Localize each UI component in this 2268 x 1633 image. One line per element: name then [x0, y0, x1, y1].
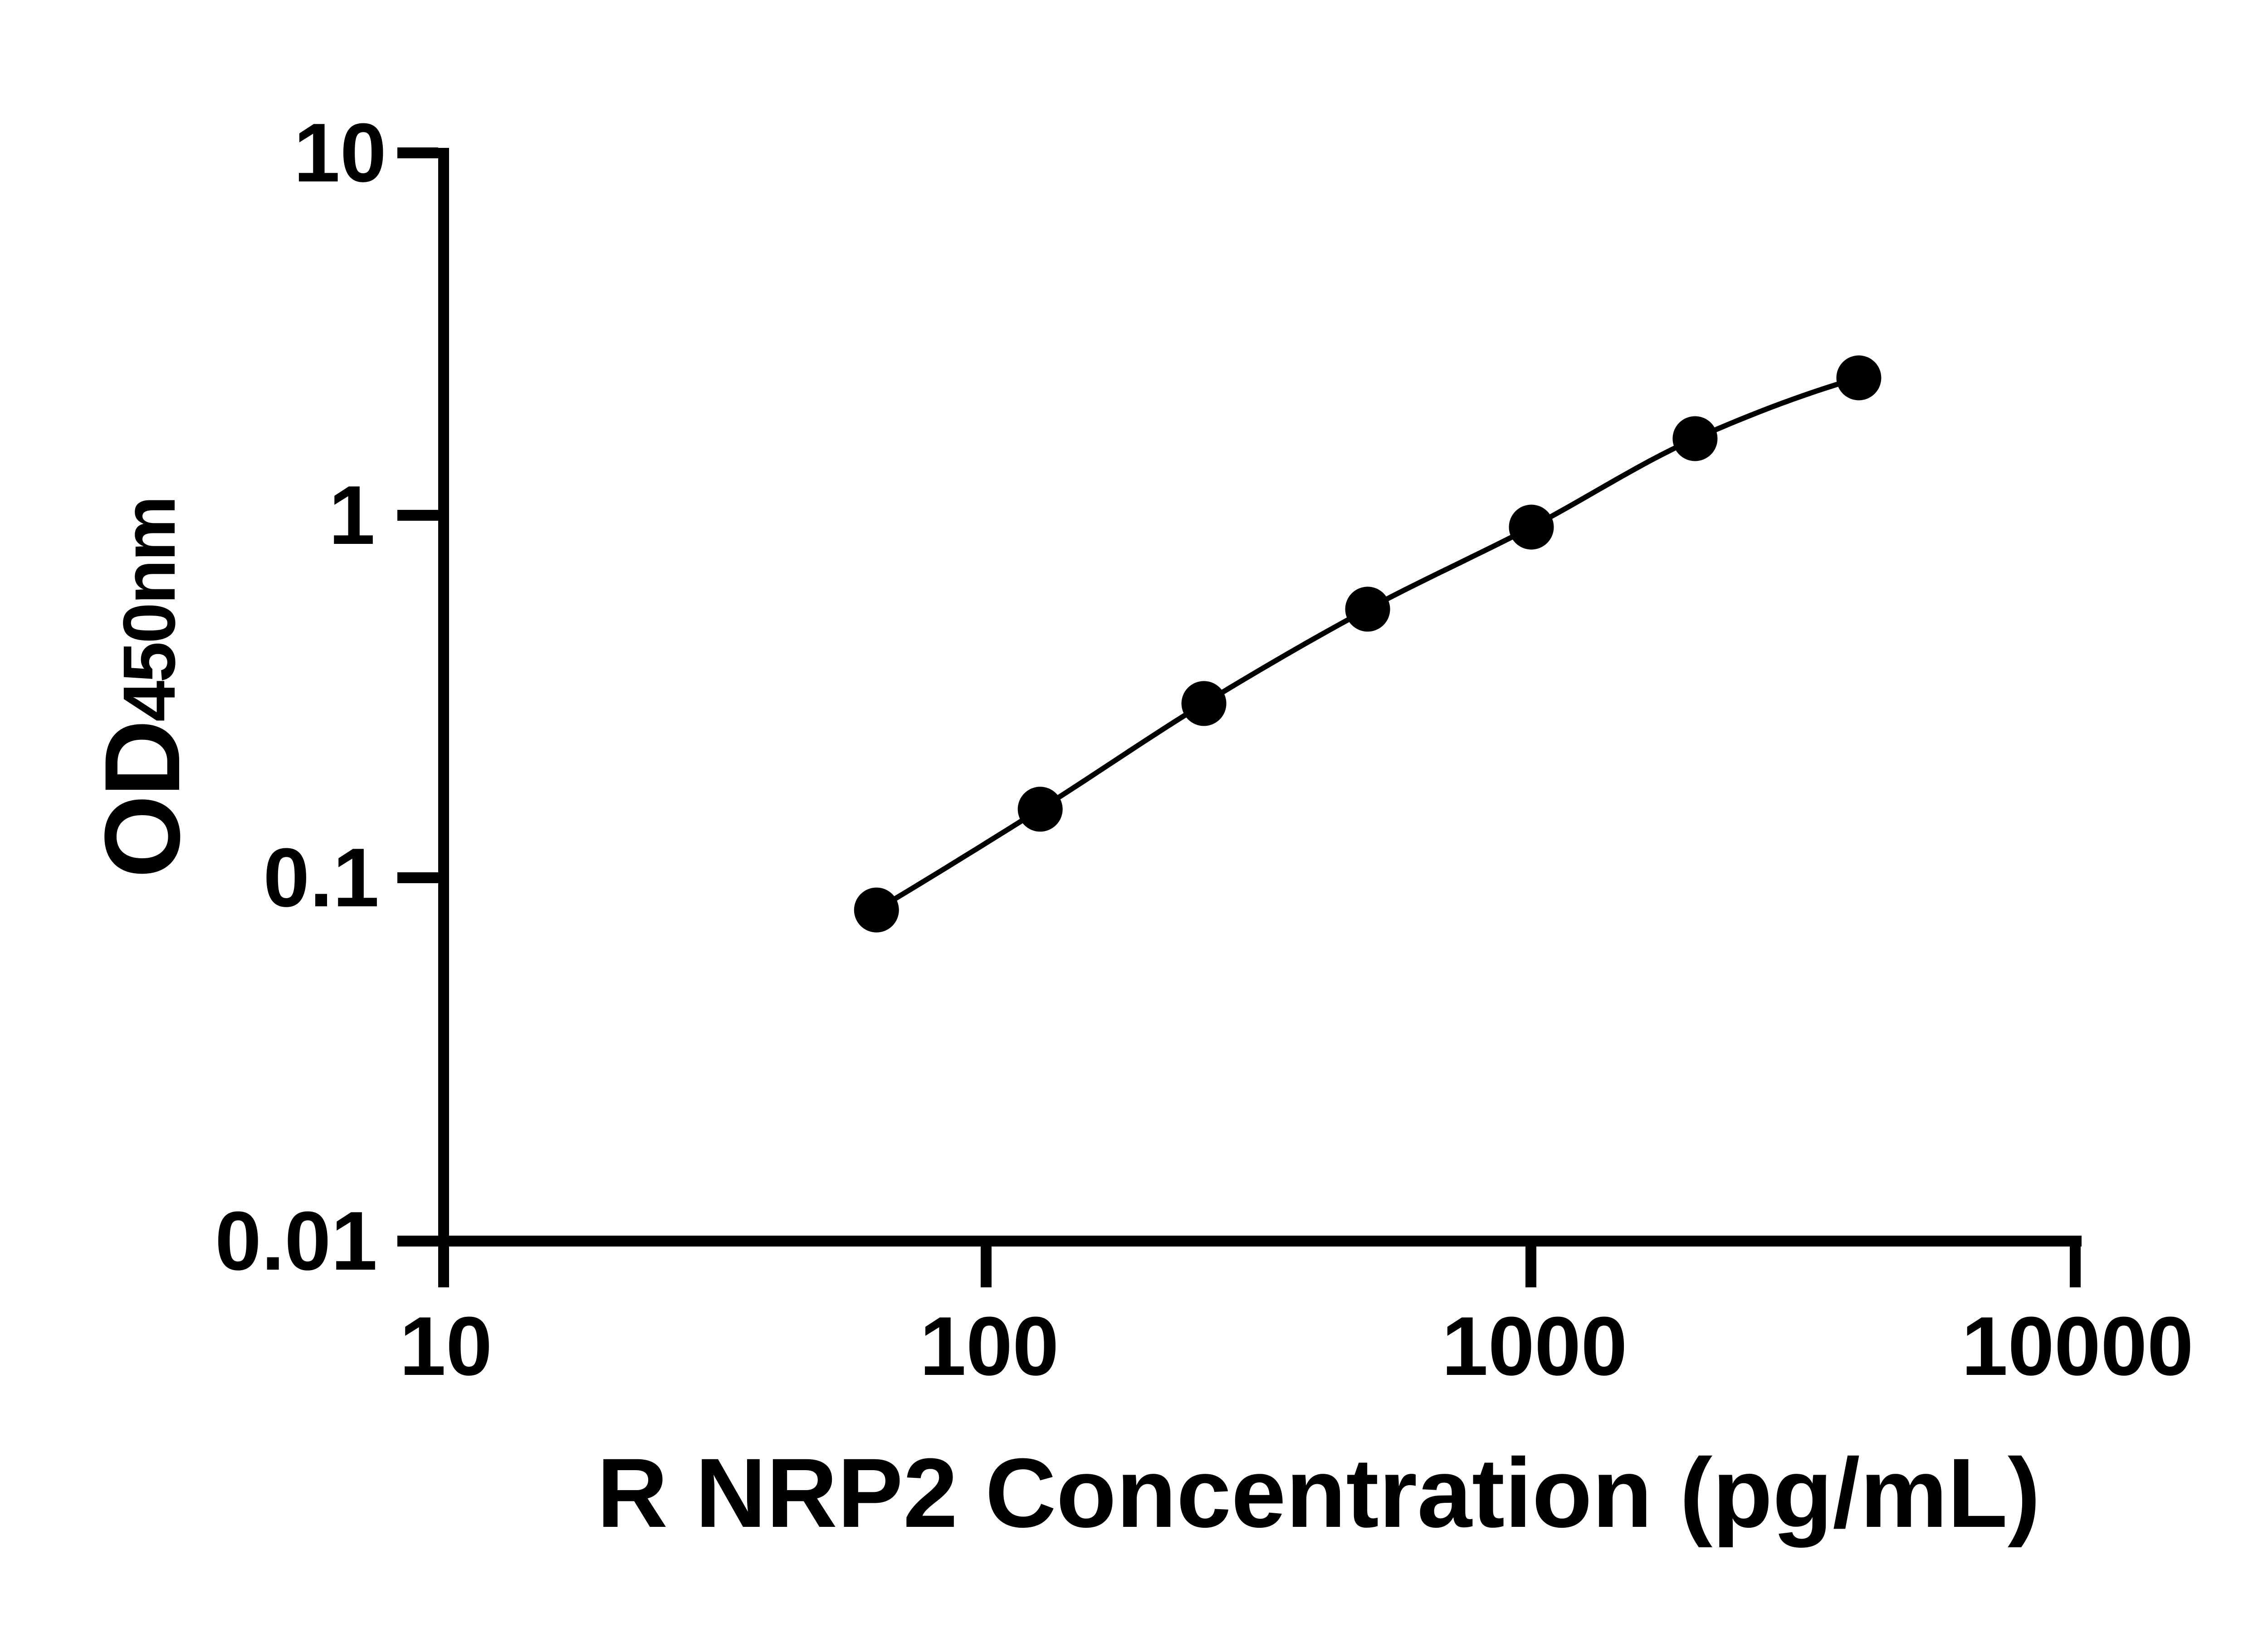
svg-text:1000: 1000: [1442, 1299, 1627, 1393]
svg-text:1: 1: [329, 468, 375, 562]
svg-text:10: 10: [400, 1299, 493, 1393]
svg-text:0.1: 0.1: [263, 831, 379, 924]
svg-text:0.01: 0.01: [215, 1194, 377, 1287]
svg-text:R NRP2 Concentration (pg/mL): R NRP2 Concentration (pg/mL): [597, 1438, 2041, 1548]
svg-text:10000: 10000: [1961, 1299, 2194, 1393]
svg-text:10: 10: [293, 106, 386, 199]
svg-text:100: 100: [920, 1299, 1059, 1393]
